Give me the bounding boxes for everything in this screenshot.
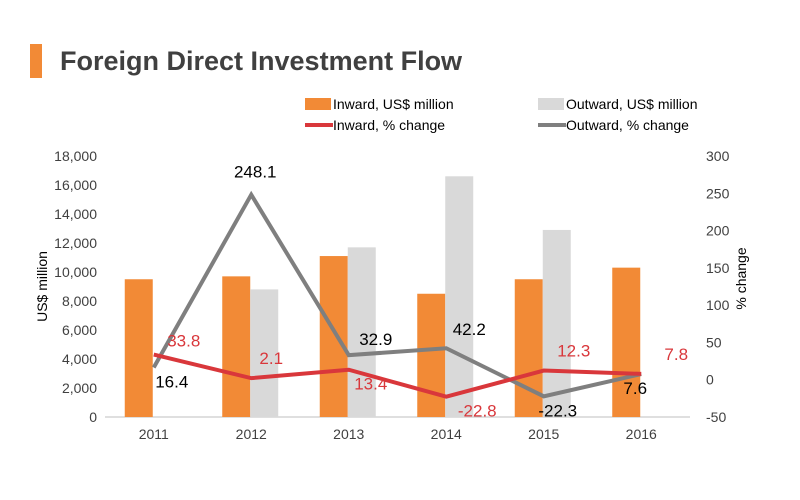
bar-outward [250, 289, 279, 417]
data-label-inward-change: 13.4 [354, 375, 387, 394]
y-left-tick-label: 6,000 [62, 322, 97, 338]
data-label-outward-change: 7.6 [623, 379, 647, 398]
y-left-tick-label: 0 [89, 409, 97, 425]
data-label-inward-change: 7.8 [664, 345, 688, 364]
y-right-tick-label: 250 [706, 185, 730, 201]
x-tick-label: 2012 [236, 426, 267, 442]
y-left-tick-label: 16,000 [54, 177, 97, 193]
title-accent-bar [30, 44, 42, 78]
legend-swatch [538, 98, 564, 110]
x-tick-label: 2011 [139, 426, 169, 442]
y-right-tick-label: 150 [706, 260, 730, 276]
chart-title: Foreign Direct Investment Flow [60, 46, 463, 76]
y-right-tick-label: 200 [706, 223, 730, 239]
y-left-tick-label: 12,000 [54, 235, 97, 251]
legend-label: Inward, % change [333, 117, 445, 133]
legend-swatch [305, 98, 331, 110]
y-left-tick-label: 2,000 [62, 380, 97, 396]
bar-inward [222, 276, 251, 417]
bar-inward [612, 267, 641, 417]
y-left-tick-label: 10,000 [54, 264, 97, 280]
data-label-inward-change: 2.1 [259, 349, 283, 368]
data-label-inward-change: 12.3 [557, 342, 590, 361]
data-label-outward-change: 32.9 [359, 330, 392, 349]
bar-outward [542, 229, 571, 417]
y-right-tick-label: 0 [706, 372, 714, 388]
y-right-tick-label: 50 [706, 334, 722, 350]
y-left-tick-label: 8,000 [62, 293, 97, 309]
data-label-inward-change: 33.8 [167, 332, 200, 351]
line-inward-change [153, 352, 642, 399]
y-right-axis-title: % change [733, 247, 749, 309]
x-tick-label: 2015 [528, 426, 559, 442]
bar-outward [347, 247, 376, 417]
data-label-outward-change: -22.3 [538, 401, 577, 420]
legend-label: Inward, US$ million [333, 96, 454, 112]
legend-label: Outward, % change [566, 117, 689, 133]
data-label-inward-change: -22.8 [458, 402, 497, 421]
bar-inward [319, 256, 348, 417]
x-tick-label: 2013 [333, 426, 364, 442]
y-right-tick-label: 100 [706, 297, 730, 313]
y-left-tick-label: 14,000 [54, 206, 97, 222]
y-left-tick-label: 4,000 [62, 351, 97, 367]
legend-label: Outward, US$ million [566, 96, 698, 112]
y-right-tick-label: -50 [706, 409, 726, 425]
bar-inward [514, 279, 543, 417]
y-left-tick-label: 18,000 [54, 148, 97, 164]
data-label-outward-change: 16.4 [155, 372, 188, 391]
bar-inward [124, 279, 153, 417]
bar-outward [445, 176, 474, 417]
line-outward-change [152, 190, 642, 399]
data-label-outward-change: 248.1 [234, 163, 277, 182]
bar-inward [417, 293, 446, 417]
y-right-tick-label: 300 [706, 148, 730, 164]
y-left-axis-title: US$ million [34, 251, 50, 322]
data-label-outward-change: 42.2 [453, 320, 486, 339]
x-tick-label: 2016 [626, 426, 657, 442]
x-tick-label: 2014 [431, 426, 462, 442]
